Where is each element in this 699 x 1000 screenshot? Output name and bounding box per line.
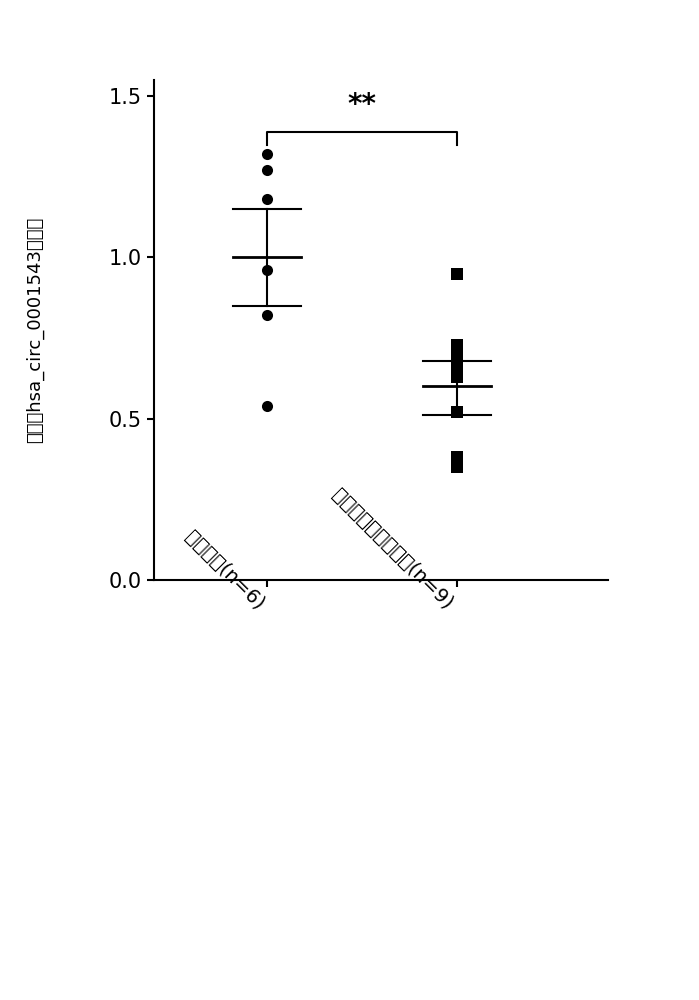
Text: 血液中hsa_circ_0001543表达量: 血液中hsa_circ_0001543表达量 [26,217,44,443]
Point [451,449,462,465]
Text: 视网膜变性疾病患者(n=9): 视网膜变性疾病患者(n=9) [329,485,456,613]
Point [261,146,273,162]
Text: 正常对照(n=6): 正常对照(n=6) [181,527,267,613]
Point [261,162,273,178]
Point [451,346,462,362]
Point [451,369,462,385]
Point [261,307,273,323]
Point [261,262,273,278]
Point [451,404,462,420]
Text: **: ** [347,91,377,119]
Point [451,337,462,353]
Point [261,398,273,414]
Point [451,459,462,475]
Point [451,266,462,282]
Point [451,362,462,378]
Point [451,356,462,372]
Point [261,191,273,207]
